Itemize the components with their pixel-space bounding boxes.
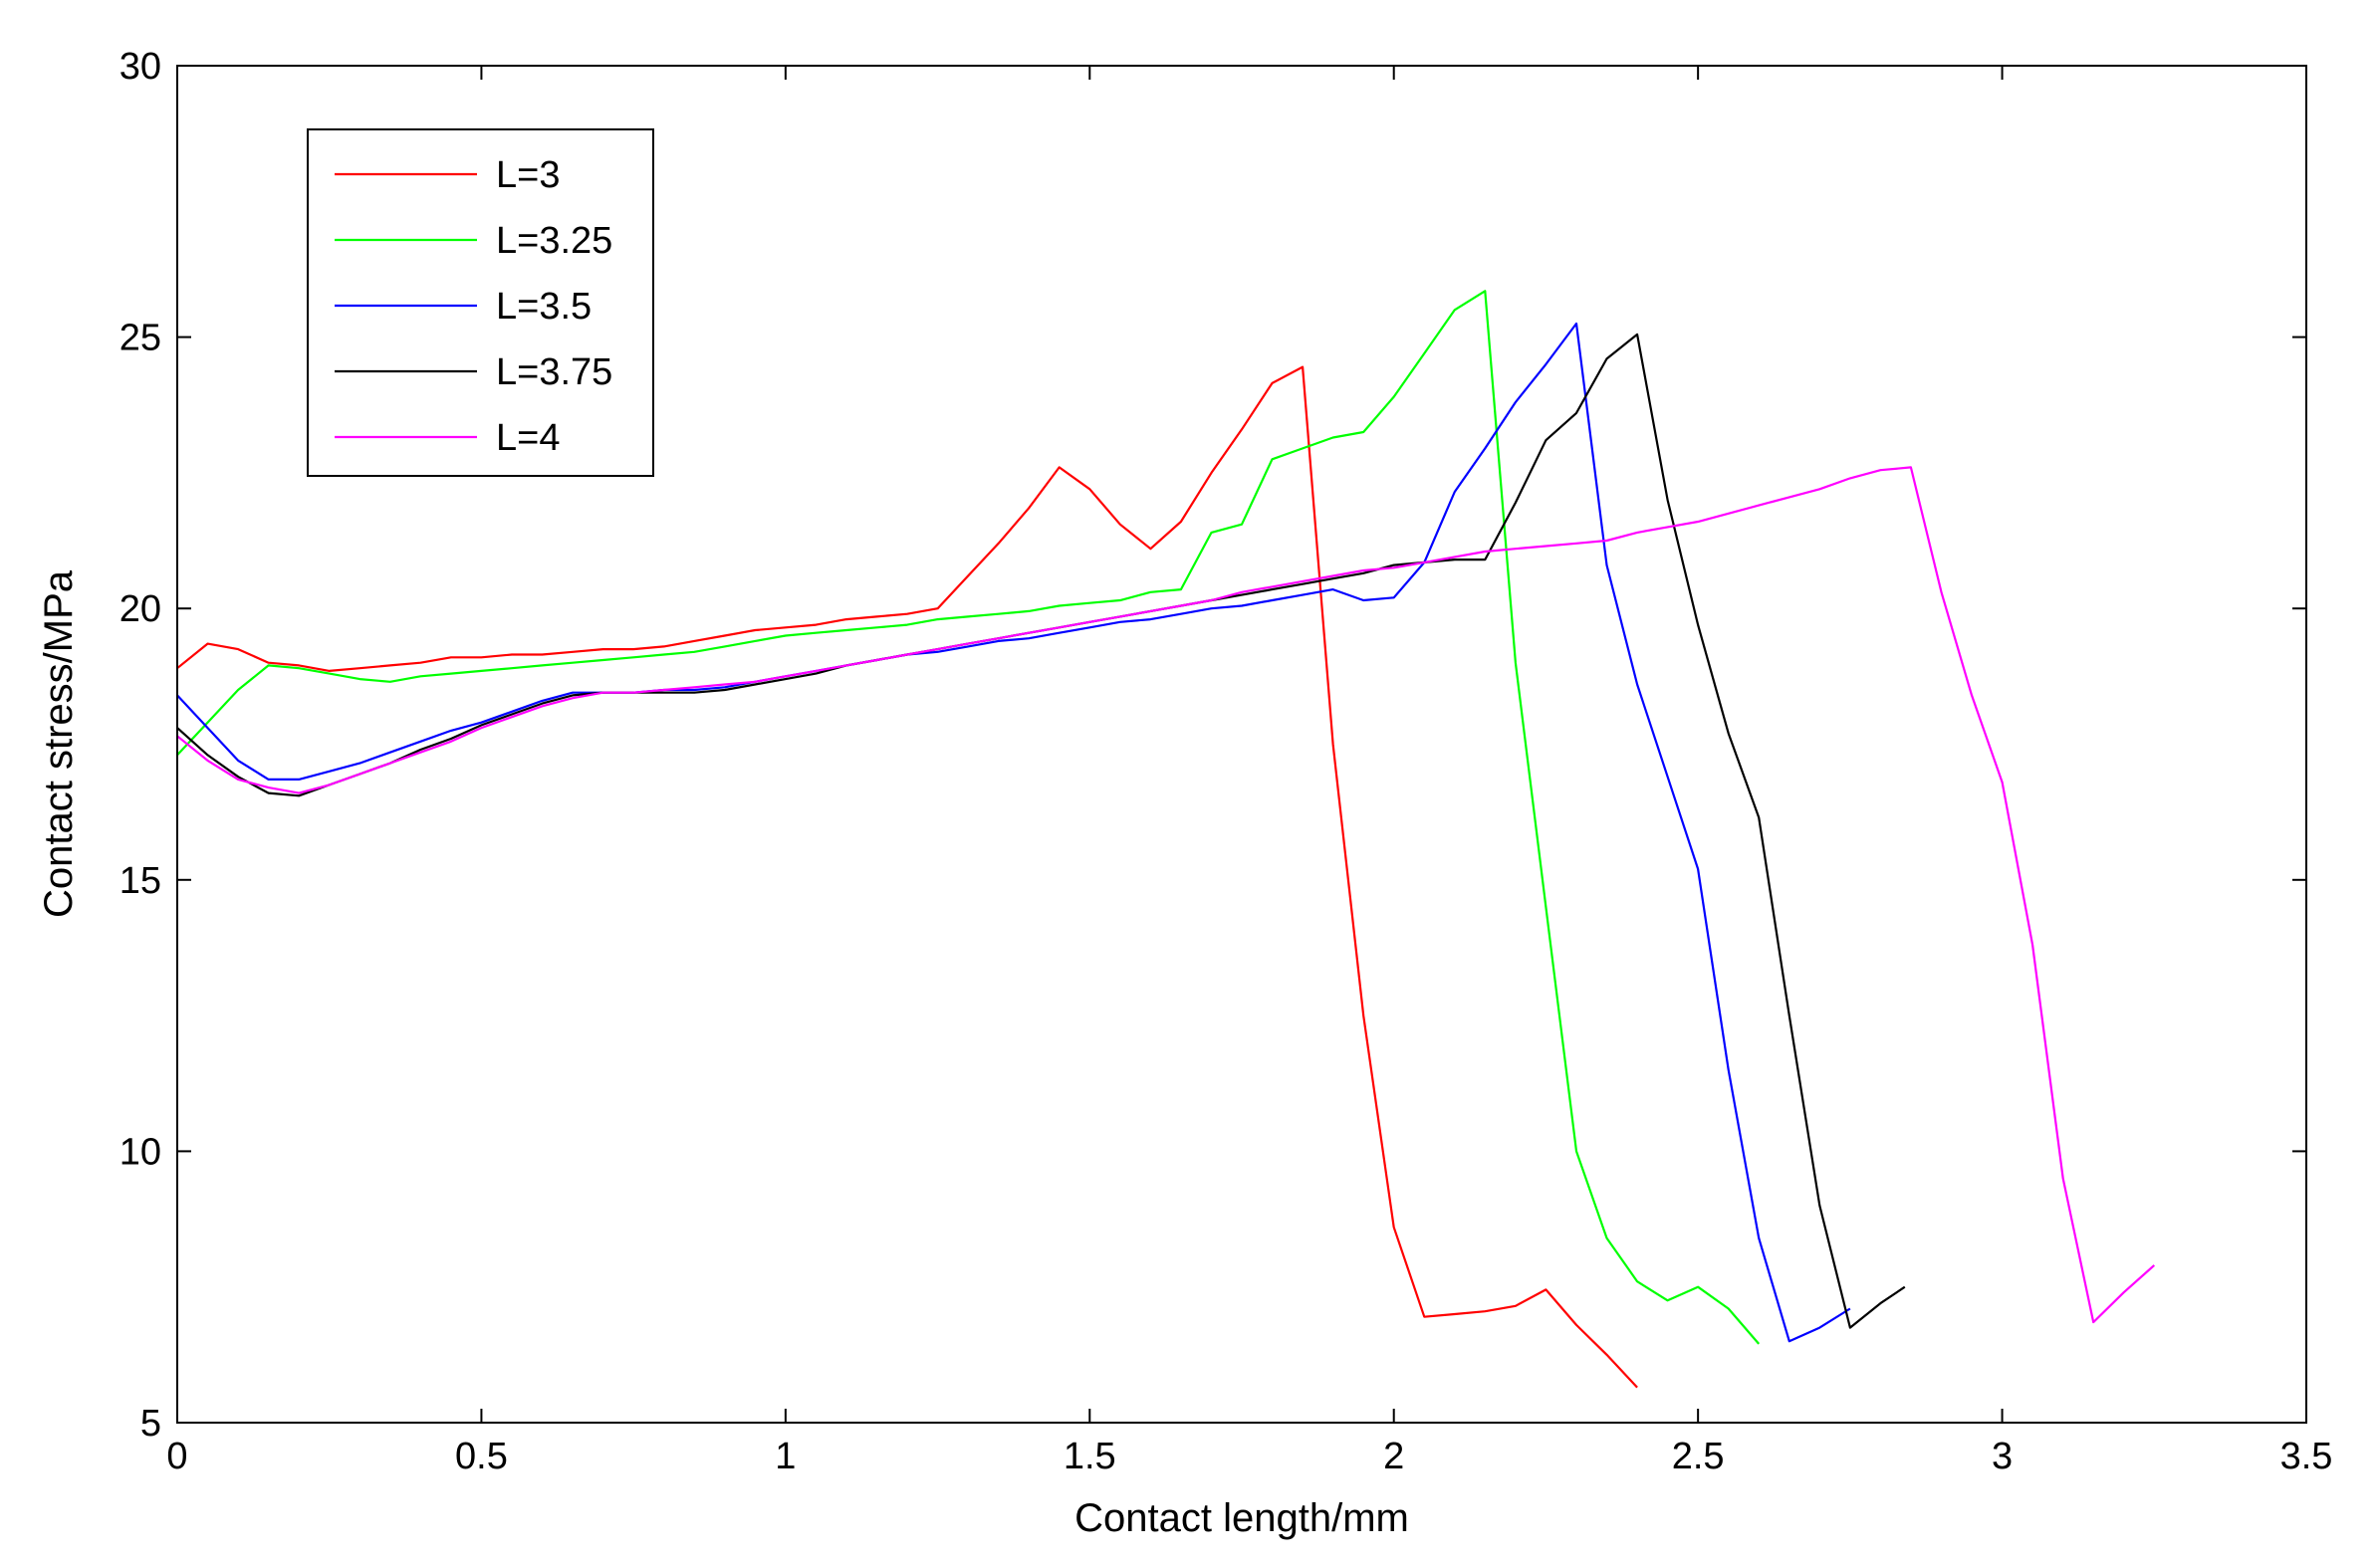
y-tick-label-3: 20 <box>119 588 161 630</box>
plot-frame <box>176 65 2307 1424</box>
series-line-1 <box>176 365 1638 1389</box>
x-tick-label-5: 2.5 <box>1672 1436 1725 1477</box>
legend-box <box>307 128 654 477</box>
legend-label-4: L=3.75 <box>496 351 612 393</box>
x-tick-label-7: 3.5 <box>2280 1436 2333 1477</box>
y-tick-label-4: 25 <box>119 318 161 359</box>
y-tick-label-1: 10 <box>119 1131 161 1173</box>
plot-lines <box>176 290 2156 1389</box>
series-line-3 <box>176 322 1851 1343</box>
y-tick-label-2: 15 <box>119 860 161 902</box>
legend-label-3: L=3.5 <box>496 286 592 328</box>
y-tick-label-5: 30 <box>119 46 161 88</box>
x-axis: 0 0.5 1 1.5 2 2.5 3 3.5 <box>166 66 2332 1477</box>
y-tick-label-0: 5 <box>140 1403 161 1445</box>
x-tick-label-4: 2 <box>1383 1436 1404 1477</box>
x-tick-label-2: 1 <box>775 1436 796 1477</box>
series-line-2 <box>176 290 1761 1345</box>
x-axis-title: Contact length/mm <box>1074 1496 1409 1540</box>
legend: L=3 L=3.25 L=3.5 L=3.75 L=4 <box>307 128 654 477</box>
series-line-5 <box>176 466 2156 1324</box>
y-axis: 5 10 15 20 25 30 <box>119 46 2306 1445</box>
x-tick-label-6: 3 <box>1992 1436 2013 1477</box>
x-tick-label-1: 0.5 <box>455 1436 508 1477</box>
legend-label-5: L=4 <box>496 417 560 459</box>
legend-label-2: L=3.25 <box>496 220 612 262</box>
x-tick-label-3: 1.5 <box>1064 1436 1116 1477</box>
x-tick-label-0: 0 <box>166 1436 187 1477</box>
y-axis-title: Contact stress/MPa <box>37 569 81 918</box>
legend-label-1: L=3 <box>496 154 560 196</box>
